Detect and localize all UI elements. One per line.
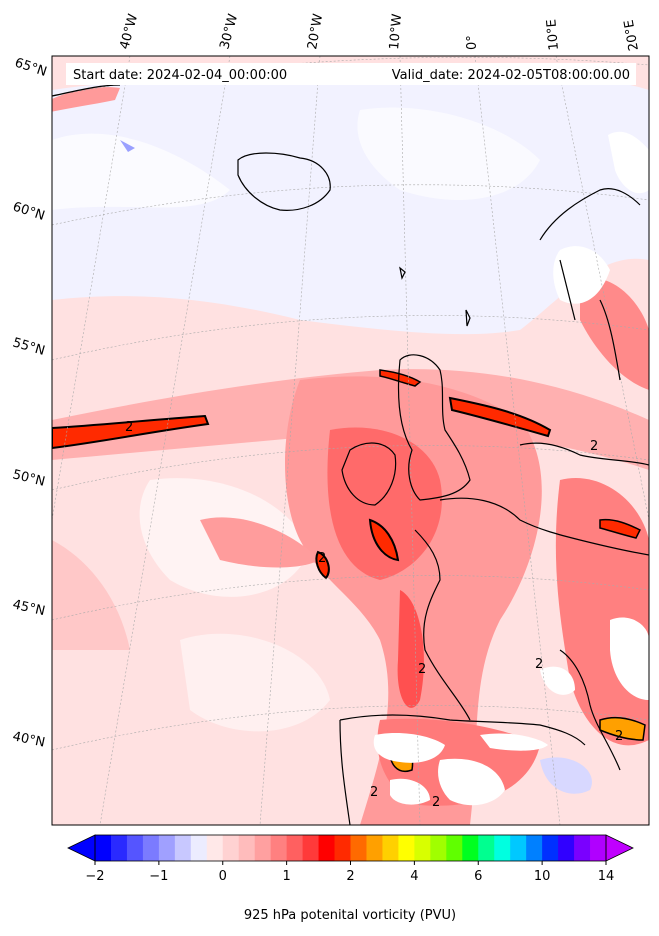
colorbar-tick-label: 1: [282, 869, 290, 884]
lat-label: 60°N: [11, 200, 47, 224]
contour-label: 2: [615, 729, 623, 744]
colorbar-ticks: −2 −1 0 1 2 4 6 10 14: [85, 861, 614, 884]
colorbar-cell: [142, 835, 160, 861]
start-date-label: Start date: 2024-02-04_00:00:00: [73, 68, 287, 83]
colorbar-cells: [95, 835, 607, 861]
colorbar-cell: [126, 835, 144, 861]
colorbar-left-extension: [67, 834, 96, 862]
pv-low-regions: [52, 69, 649, 794]
colorbar-cell: [110, 835, 128, 861]
colorbar-cell: [270, 835, 288, 861]
colorbar-tick-label: −1: [149, 869, 168, 884]
colorbar-cell: [334, 835, 351, 861]
contour-label: 2: [318, 551, 326, 566]
lon-label: 30°W: [217, 12, 241, 51]
lat-label: 45°N: [11, 597, 46, 619]
colorbar-cell: [286, 835, 304, 861]
colorbar-cell: [478, 835, 495, 861]
colorbar-cell: [190, 835, 208, 861]
colorbar-cell: [350, 835, 367, 861]
colorbar-tick-label: 14: [598, 869, 615, 884]
map-panel: 2 2 2 2 2 2 2 2: [52, 56, 649, 825]
latitude-labels: 65°N 60°N 55°N 50°N 45°N 40°N: [11, 56, 49, 751]
colorbar-cell: [174, 835, 192, 861]
colorbar-tick-label: 2: [346, 869, 354, 884]
lon-label: 10°E: [544, 19, 562, 51]
colorbar-tick-label: 4: [410, 869, 418, 884]
colorbar-cell: [558, 835, 575, 861]
coastlines: [52, 84, 649, 825]
colorbar-cell: [542, 835, 559, 861]
lat-label: 40°N: [11, 729, 46, 750]
colorbar-cell: [590, 835, 607, 861]
colorbar-cell: [526, 835, 543, 861]
graticule: [52, 56, 649, 825]
contour-label: 2: [432, 795, 440, 810]
colorbar-cell: [510, 835, 527, 861]
lon-label: 10°W: [387, 13, 405, 50]
colorbar-tick-label: −2: [85, 869, 104, 884]
contour-label: 2: [590, 439, 598, 454]
colorbar-cell: [574, 835, 591, 861]
colorbar-cell: [95, 835, 112, 861]
colorbar-cell: [302, 835, 320, 861]
map-frame: [51, 55, 650, 826]
longitude-labels: 40°W 30°W 20°W 10°W 0° 10°E 20°E: [117, 12, 642, 52]
contour-label: 2: [125, 420, 133, 435]
colorbar-cell: [462, 835, 479, 861]
colorbar-title: 925 hPa potenital vorticity (PVU): [244, 908, 456, 923]
terrain-mask: [373, 131, 649, 806]
colorbar-cell: [430, 835, 447, 861]
lat-label: 50°N: [11, 467, 46, 489]
colorbar-tick-label: 6: [474, 869, 482, 884]
colorbar-cell: [398, 835, 415, 861]
colorbar-cell: [222, 835, 240, 861]
colorbar-cell: [206, 835, 224, 861]
colorbar-cell: [382, 835, 399, 861]
lon-label: 20°E: [622, 19, 642, 52]
lon-label: 0°: [465, 35, 480, 50]
colorbar-cell: [446, 835, 463, 861]
contour-label: 2: [370, 785, 378, 800]
colorbar-cell: [158, 835, 176, 861]
colorbar-cell: [238, 835, 256, 861]
colorbar: −2 −1 0 1 2 4 6 10 14 925 hPa potenital vorticit…: [67, 834, 634, 923]
lon-label: 20°W: [305, 13, 326, 51]
lat-label: 55°N: [11, 335, 47, 358]
pv-high-band: [52, 369, 646, 772]
colorbar-cell: [366, 835, 383, 861]
valid-date-label: Valid_date: 2024-02-05T08:00:00.00: [392, 68, 630, 83]
contour-label: 2: [535, 657, 543, 672]
contour-labels: 2 2 2 2 2 2 2 2: [125, 420, 623, 810]
colorbar-cell: [254, 835, 272, 861]
colorbar-tick-label: 10: [534, 869, 551, 884]
colorbar-cell: [494, 835, 511, 861]
lat-label: 65°N: [13, 56, 49, 80]
header-background: [66, 63, 636, 85]
lon-label: 40°W: [117, 12, 141, 51]
colorbar-cell: [318, 835, 336, 861]
colorbar-right-extension: [605, 834, 634, 862]
colorbar-tick-label: 0: [219, 869, 227, 884]
colorbar-cell: [414, 835, 431, 861]
contour-label: 2: [418, 662, 426, 677]
